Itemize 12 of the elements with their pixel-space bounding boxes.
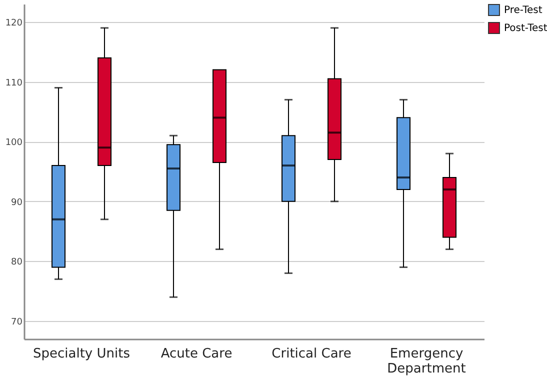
y-tick-label: 90 (11, 198, 23, 208)
x-tick-label: Acute Care (160, 346, 232, 362)
legend-label: Post-Test (504, 23, 547, 34)
y-tick-label: 100 (5, 138, 23, 148)
y-tick-label: 80 (11, 258, 23, 268)
x-tick-label: Critical Care (272, 346, 352, 362)
x-tick-label: Specialty Units (33, 346, 130, 362)
y-tick-label: 120 (5, 18, 23, 28)
legend-label: Pre-Test (504, 5, 542, 16)
y-tick-label: 110 (5, 78, 23, 88)
x-tick-label: Emergency Department (387, 346, 466, 376)
y-tick-label: 70 (11, 318, 23, 328)
